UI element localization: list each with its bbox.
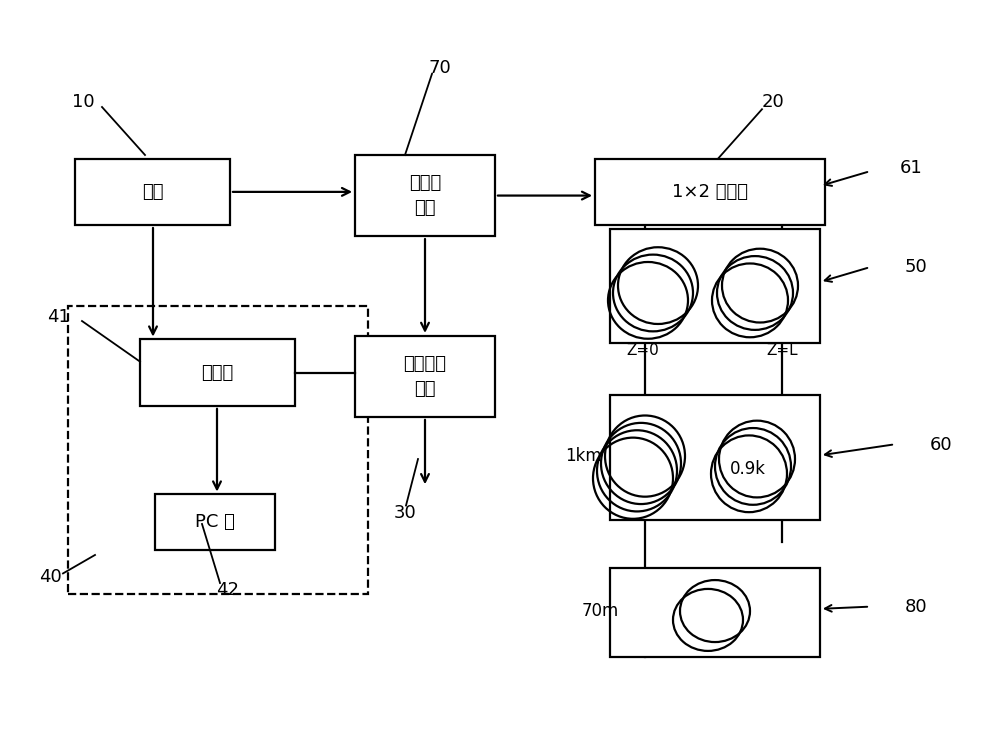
Bar	[610, 395, 820, 520]
Text: 1km: 1km	[565, 447, 601, 465]
Bar	[355, 336, 495, 417]
Bar	[155, 494, 275, 550]
Text: 50: 50	[905, 258, 928, 276]
Bar	[75, 159, 230, 225]
Text: 70: 70	[429, 59, 451, 77]
Bar	[140, 339, 295, 406]
Text: 1×2 光开关: 1×2 光开关	[672, 183, 748, 201]
Bar	[355, 155, 495, 236]
Text: 光源: 光源	[142, 183, 163, 201]
Text: 0.9k: 0.9k	[730, 460, 766, 477]
Text: 40: 40	[39, 568, 61, 586]
Text: 采集卡: 采集卡	[201, 364, 234, 382]
Text: 10: 10	[72, 93, 94, 111]
Text: 60: 60	[930, 436, 953, 454]
Text: 42: 42	[216, 582, 240, 599]
Text: 41: 41	[47, 308, 69, 326]
Text: 61: 61	[900, 159, 923, 176]
Bar	[610, 568, 820, 657]
Text: PC 机: PC 机	[195, 513, 235, 531]
Text: 80: 80	[905, 598, 928, 615]
Text: 30: 30	[394, 504, 416, 522]
Text: 光电转换
模块: 光电转换 模块	[404, 355, 446, 398]
Text: 70m: 70m	[581, 602, 619, 620]
Text: Z=L: Z=L	[766, 343, 798, 358]
Bar	[595, 159, 825, 225]
Bar	[68, 306, 368, 594]
Text: Z=0: Z=0	[627, 343, 659, 358]
Text: 波分复
用器: 波分复 用器	[409, 174, 441, 217]
Text: 20: 20	[762, 93, 784, 111]
Bar	[610, 229, 820, 343]
